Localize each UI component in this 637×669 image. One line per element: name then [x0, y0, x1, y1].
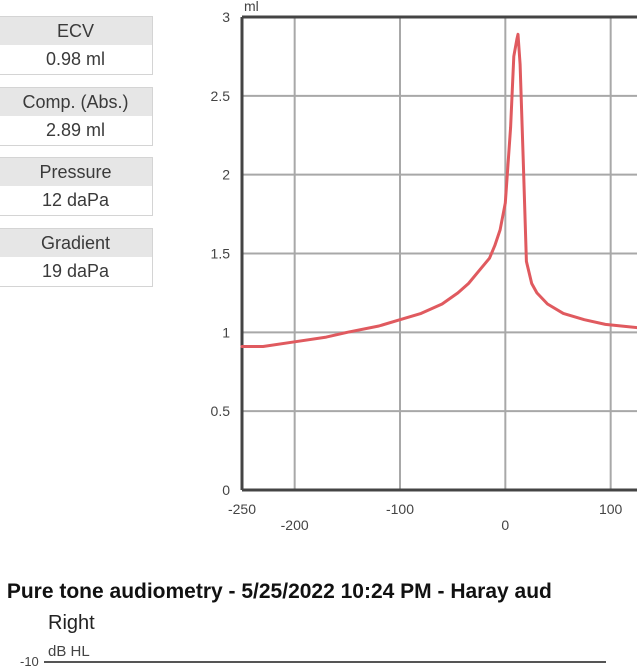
metric-pressure: Pressure 12 daPa [0, 157, 153, 216]
chart-series [240, 32, 637, 348]
metric-value: 12 daPa [0, 186, 152, 215]
metric-label: Gradient [0, 229, 152, 257]
audiogram-top-border [44, 661, 606, 663]
y-tick-label: 1 [222, 324, 230, 340]
audiometry-title: : Pure tone audiometry - 5/25/2022 10:24… [0, 580, 552, 603]
metric-gradient: Gradient 19 daPa [0, 228, 153, 287]
metric-value: 2.89 ml [0, 116, 152, 145]
y-axis-unit-label: ml [244, 0, 259, 14]
x-tick-label: 0 [501, 517, 509, 533]
metric-label: ECV [0, 17, 152, 45]
x-tick-label: -250 [228, 501, 256, 517]
x-tick-label: -200 [281, 517, 309, 533]
y-tick-label: 2 [222, 167, 230, 183]
metric-label: Pressure [0, 158, 152, 186]
compliance-curve [240, 32, 637, 348]
metric-value: 0.98 ml [0, 45, 152, 74]
x-tick-label: -100 [386, 501, 414, 517]
y-tick-label: 1.5 [211, 246, 231, 262]
tympanogram-chart: 0 0.5 1 1.5 2 2.5 3 ml -250 -100 100 -200 0 [211, 0, 637, 533]
metric-label: Comp. (Abs.) [0, 88, 152, 116]
metric-ecv: ECV 0.98 ml [0, 16, 153, 75]
x-tick-label: 100 [599, 501, 623, 517]
y-tick-label: 3 [222, 9, 230, 25]
y-tick-label: 2.5 [211, 88, 231, 104]
audiogram-first-tick: -10 [20, 654, 39, 669]
chart-tick-labels: 0 0.5 1 1.5 2 2.5 3 ml -250 -100 100 -200 0 [211, 0, 623, 533]
db-hl-unit-label: dB HL [48, 643, 90, 660]
chart-axes [240, 15, 637, 492]
y-tick-label: 0.5 [211, 403, 231, 419]
metric-compliance: Comp. (Abs.) 2.89 ml [0, 87, 153, 146]
metric-value: 19 daPa [0, 257, 152, 286]
chart-grid [242, 17, 637, 490]
y-tick-label: 0 [222, 482, 230, 498]
ear-side-label: Right [48, 612, 95, 634]
